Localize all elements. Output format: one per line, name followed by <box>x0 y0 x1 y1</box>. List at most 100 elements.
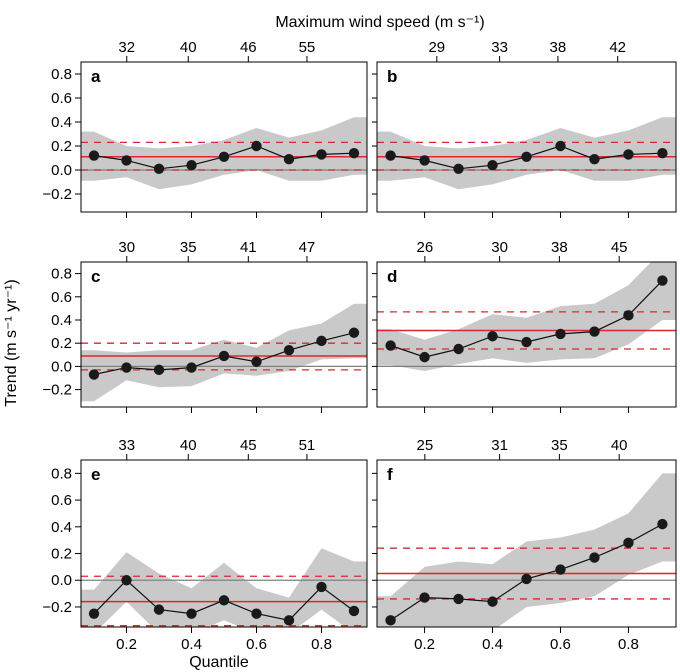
panel-d-confidence-band <box>377 262 676 371</box>
panel-a-point-9 <box>348 148 360 159</box>
panel-b-frame <box>376 61 677 213</box>
panel-c-y-tick-label-4: 0.0 <box>51 358 72 375</box>
panel-e-x-tick-label-2: 0.6 <box>246 636 267 653</box>
panel-d-point-6 <box>555 328 566 340</box>
panel-c-point-1 <box>88 369 100 380</box>
panel-e-point-6 <box>251 608 262 619</box>
panel-a-y-tick-label-1: 0.6 <box>51 90 72 107</box>
panel-d-point-5 <box>521 336 532 348</box>
panel-f-letter: f <box>387 465 393 484</box>
panel-f-x-tick-label-3: 0.8 <box>618 636 639 653</box>
panel-c-point-5 <box>218 350 230 362</box>
panel-f-point-2 <box>419 592 430 603</box>
panel-c-top-tick-label-2: 41 <box>240 239 257 256</box>
panel-b-point-9 <box>657 148 668 159</box>
panel-c-point-6 <box>251 356 262 367</box>
panel-e-point-7 <box>283 615 295 626</box>
panel-e-point-8 <box>316 581 327 593</box>
panel-c: c 30 35 41 47 0.8 0.6 0.4 0.2 0.0 −0.2 <box>42 239 368 413</box>
panel-a-point-4 <box>186 160 197 171</box>
panel-c-point-2 <box>121 362 132 373</box>
panel-d-point-1 <box>385 340 396 351</box>
panel-c-y-tick-label-5: −0.2 <box>42 382 72 399</box>
panel-a: a 32 40 46 55 0.8 0.6 0.4 0.2 0.0 −0.2 <box>42 39 368 218</box>
panel-c-point-8 <box>316 335 327 347</box>
panel-a-point-5 <box>218 151 230 162</box>
panel-d-plot-area <box>377 262 676 371</box>
panel-f-top-tick-label-2: 35 <box>551 437 568 454</box>
panel-e-confidence-band <box>81 548 367 627</box>
panel-c-point-7 <box>283 344 295 356</box>
panel-d-point-3 <box>453 343 464 355</box>
panel-f-x-tick-label-2: 0.6 <box>550 636 571 653</box>
panel-a-top-tick-label-0: 32 <box>118 39 135 56</box>
panel-a-y-tick-label-4: 0.0 <box>51 162 72 179</box>
panel-f-plot-area <box>377 473 676 627</box>
panel-d-top-tick-label-1: 30 <box>491 239 508 256</box>
panel-c-y-tick-label-1: 0.6 <box>51 289 72 306</box>
panel-a-point-8 <box>316 149 327 160</box>
panel-f-confidence-band <box>377 473 676 627</box>
panel-f-point-9 <box>657 518 668 530</box>
panel-e-y-tick-label-1: 0.6 <box>51 492 72 509</box>
panel-e-y-tick-label-3: 0.2 <box>51 546 72 563</box>
panel-c-top-tick-label-3: 47 <box>299 239 316 256</box>
panel-e-point-2 <box>121 575 132 586</box>
panel-c-point-9 <box>348 327 360 338</box>
panel-a-y-tick-label-3: 0.2 <box>51 138 72 155</box>
panel-f-top-tick-label-0: 25 <box>416 437 433 454</box>
panel-e-x-tick-label-3: 0.8 <box>311 636 332 653</box>
panel-d: d 26 30 38 45 <box>372 239 677 413</box>
panel-f-x-tick-label-1: 0.4 <box>482 636 503 653</box>
panel-e-x-tick-label-1: 0.4 <box>181 636 202 653</box>
panel-e-point-3 <box>153 604 165 615</box>
panel-e-top-tick-label-1: 40 <box>180 437 197 454</box>
panel-c-y-tick-label-3: 0.2 <box>51 335 72 352</box>
panel-c-y-tick-label-0: 0.8 <box>51 266 72 283</box>
panel-b: b 29 33 38 42 <box>372 39 677 218</box>
panel-f-point-7 <box>589 552 600 563</box>
panel-d-point-8 <box>623 310 634 321</box>
panel-a-point-1 <box>88 150 100 161</box>
panel-a-y-tick-label-0: 0.8 <box>51 66 72 83</box>
panel-b-point-1 <box>385 150 396 161</box>
y-axis-title: Trend (m s⁻¹ yr⁻¹) <box>3 279 20 406</box>
panel-e-y-tick-label-4: 0.0 <box>51 572 72 589</box>
panel-e-top-tick-label-0: 33 <box>118 437 135 454</box>
panel-c-top-tick-label-1: 35 <box>180 239 197 256</box>
panel-d-point-2 <box>419 351 430 363</box>
panel-d-top-tick-label-3: 45 <box>611 239 628 256</box>
panel-b-top-tick-label-1: 33 <box>491 39 508 56</box>
panel-a-y-tick-label-5: −0.2 <box>42 186 72 203</box>
panel-d-top-tick-label-2: 38 <box>551 239 568 256</box>
panel-e: e 33 40 45 51 0.8 0.6 0.4 0.2 0.0 −0.2 0.2 0.4 0.6 0.8 <box>42 437 368 653</box>
panel-a-plot-area <box>81 117 367 190</box>
panel-e-frame <box>80 459 368 628</box>
panel-f-point-4 <box>487 596 498 607</box>
panel-a-letter: a <box>91 67 101 86</box>
panel-b-plot-area <box>377 117 676 190</box>
panel-f-point-3 <box>453 593 464 605</box>
panel-c-plot-area <box>81 303 367 402</box>
panel-f-point-8 <box>623 537 634 549</box>
panel-a-point-3 <box>153 163 165 174</box>
panel-f-x-tick-label-0: 0.2 <box>414 636 435 653</box>
top-axis-title: Maximum wind speed (m s⁻¹) <box>275 14 484 31</box>
panel-d-frame <box>376 261 677 408</box>
panel-d-letter: d <box>387 267 397 286</box>
panel-e-top-tick-label-3: 51 <box>299 437 316 454</box>
panel-f-point-6 <box>555 564 566 575</box>
panel-e-top-tick-label-2: 45 <box>240 437 257 454</box>
panel-b-point-3 <box>453 163 464 174</box>
panel-d-point-7 <box>589 326 600 337</box>
panel-e-y-tick-label-5: −0.2 <box>42 599 72 616</box>
panel-f-frame <box>376 459 677 628</box>
panel-e-point-1 <box>88 608 100 619</box>
panel-b-point-6 <box>555 140 566 152</box>
panel-b-top-tick-label-0: 29 <box>428 39 445 56</box>
panel-c-top-tick-label-0: 30 <box>118 239 135 256</box>
panel-e-y-tick-label-2: 0.4 <box>51 519 72 536</box>
panel-d-point-9 <box>657 275 668 286</box>
panel-a-top-tick-label-1: 40 <box>180 39 197 56</box>
